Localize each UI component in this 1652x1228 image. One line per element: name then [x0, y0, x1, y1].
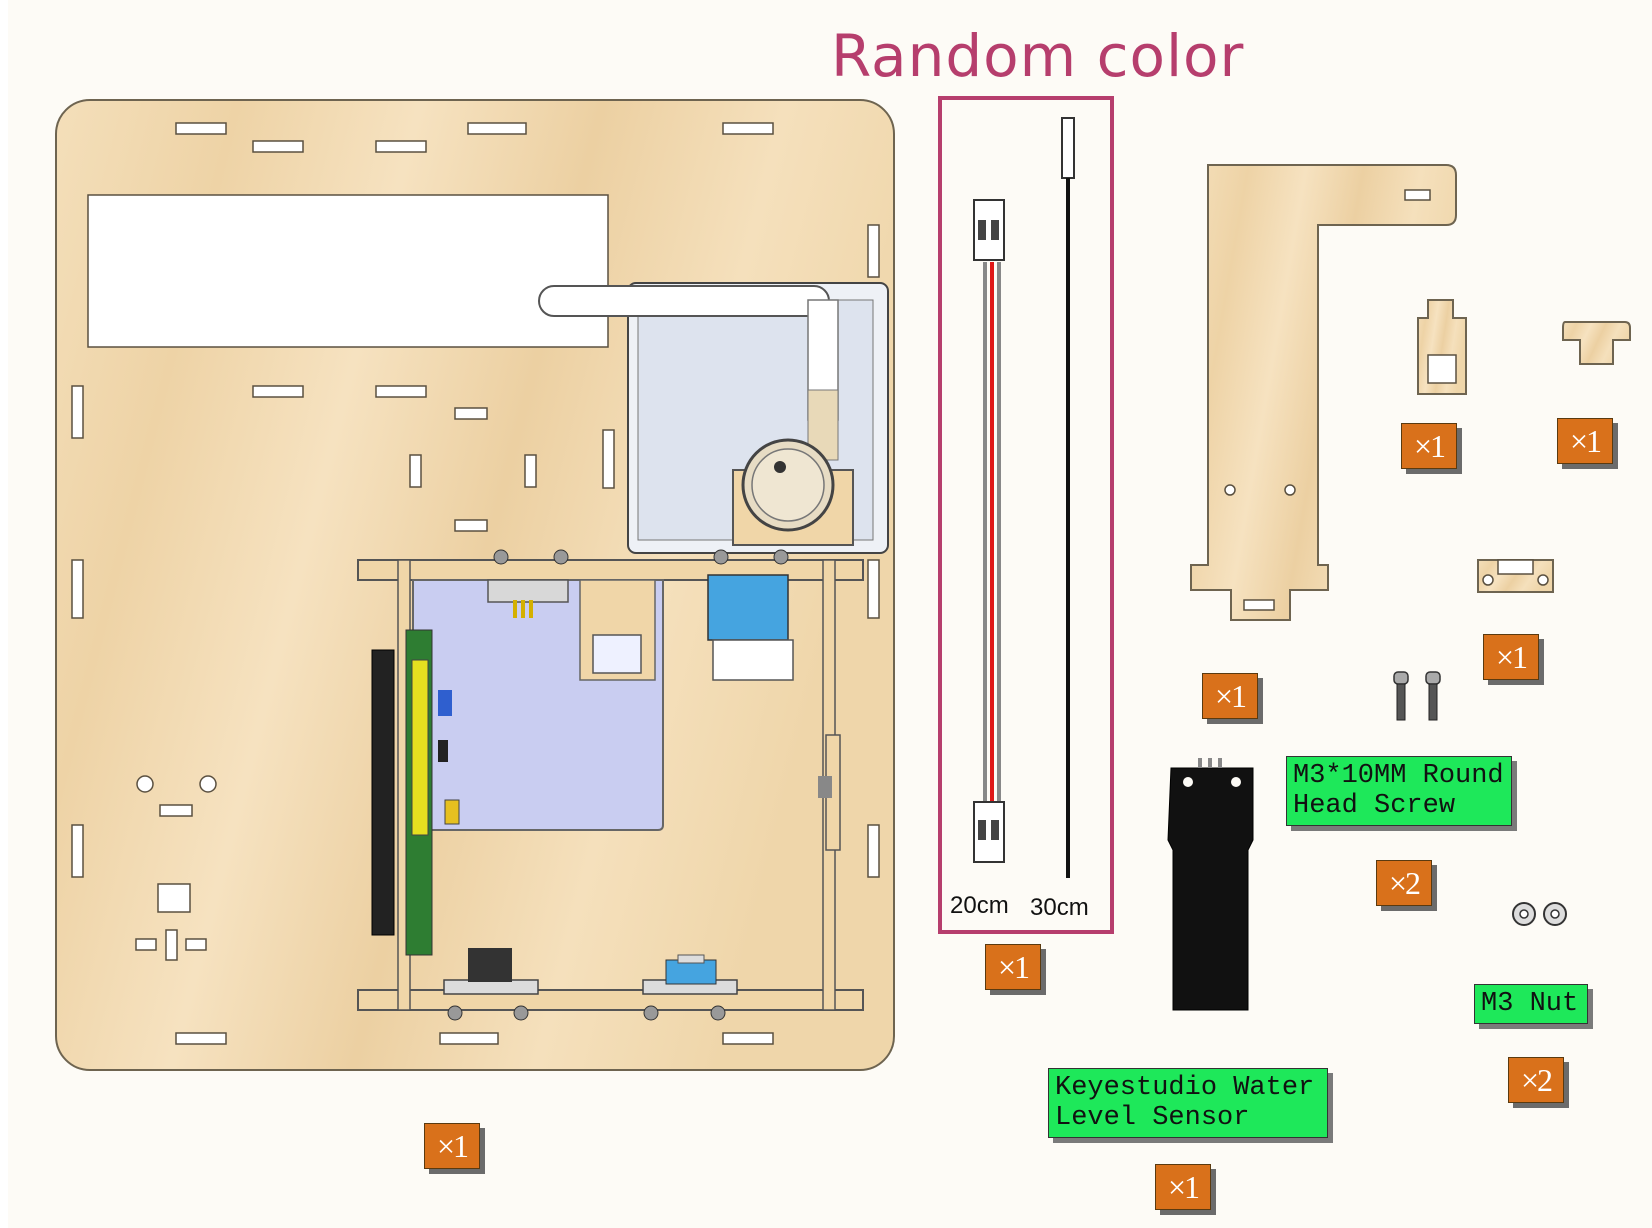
cable-length-30cm: 30cm: [1030, 894, 1089, 921]
cables-qty-badge: ×1: [985, 944, 1041, 990]
random-color-title: Random color: [831, 22, 1245, 90]
small-holder: [1417, 299, 1467, 395]
small-holder-qty-badge: ×1: [1401, 423, 1457, 469]
electronics-frame: [357, 549, 864, 1021]
water-sensor-qty-badge: ×1: [1155, 1164, 1211, 1210]
water-tank: [538, 282, 889, 554]
t-piece-qty-badge: ×1: [1557, 418, 1613, 464]
clip-piece: [1477, 559, 1554, 593]
l-bracket: [1190, 164, 1457, 621]
diagram-canvas: Random color 20cm 30cm ×1 ×1 ×1 ×1 ×1 ×1…: [8, 0, 1652, 1228]
l-bracket-qty-badge: ×1: [1202, 673, 1258, 719]
water-level-sensor: [1167, 758, 1254, 1011]
nut-label: M3 Nut: [1474, 984, 1588, 1024]
water-sensor-label: Keyestudio Water Level Sensor: [1048, 1068, 1328, 1138]
cable-length-20cm: 20cm: [950, 892, 1009, 919]
cables-highlight-box: [938, 96, 1114, 934]
main-board-qty-badge: ×1: [424, 1123, 480, 1169]
main-board: [55, 99, 895, 1071]
t-piece: [1562, 321, 1631, 365]
nuts: [1512, 902, 1567, 926]
cables: [973, 117, 1075, 878]
nut-qty-badge: ×2: [1508, 1057, 1564, 1103]
screws: [1393, 671, 1441, 721]
screw-qty-badge: ×2: [1376, 860, 1432, 906]
screw-label: M3*10MM Round Head Screw: [1286, 756, 1512, 826]
clip-qty-badge: ×1: [1483, 634, 1539, 680]
parts-drawing: [55, 99, 1631, 1071]
